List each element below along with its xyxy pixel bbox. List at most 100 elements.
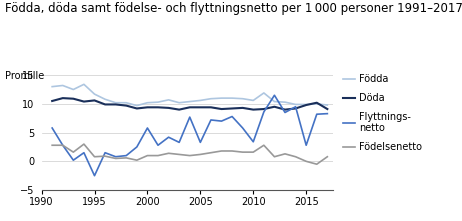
Födelsenetto bbox=[81, 143, 87, 145]
Döda bbox=[102, 103, 108, 106]
Födda bbox=[272, 100, 277, 103]
Flyttnings-
netto bbox=[81, 151, 87, 154]
Flyttnings-
netto bbox=[187, 116, 193, 118]
Födelsenetto bbox=[198, 153, 203, 156]
Döda bbox=[250, 108, 256, 111]
Flyttnings-
netto bbox=[261, 110, 267, 113]
Födda bbox=[229, 97, 235, 99]
Döda bbox=[155, 106, 161, 109]
Döda bbox=[293, 107, 298, 110]
Födelsenetto bbox=[304, 160, 309, 163]
Döda bbox=[176, 108, 182, 111]
Födelsenetto bbox=[71, 151, 76, 153]
Födelsenetto bbox=[219, 150, 224, 152]
Födelsenetto bbox=[102, 155, 108, 158]
Flyttnings-
netto bbox=[49, 127, 55, 129]
Döda bbox=[325, 108, 330, 110]
Döda bbox=[304, 104, 309, 106]
Line: Flyttnings-
netto: Flyttnings- netto bbox=[52, 95, 328, 176]
Födda bbox=[325, 104, 330, 106]
Flyttnings-
netto bbox=[208, 119, 214, 121]
Flyttnings-
netto bbox=[314, 113, 320, 116]
Födelsenetto bbox=[187, 154, 193, 157]
Flyttnings-
netto bbox=[325, 112, 330, 115]
Födda bbox=[166, 99, 171, 101]
Födelsenetto bbox=[145, 154, 150, 157]
Födda bbox=[198, 99, 203, 102]
Födda bbox=[250, 99, 256, 102]
Döda bbox=[92, 99, 97, 102]
Döda bbox=[113, 103, 118, 106]
Födda bbox=[49, 85, 55, 88]
Line: Födda: Födda bbox=[52, 84, 328, 106]
Text: Födda, döda samt födelse- och flyttningsnetto per 1 000 personer 1991–2017: Födda, döda samt födelse- och flyttnings… bbox=[5, 2, 462, 15]
Döda bbox=[208, 106, 214, 109]
Födelsenetto bbox=[208, 151, 214, 154]
Döda bbox=[187, 106, 193, 109]
Döda bbox=[81, 100, 87, 103]
Födda bbox=[145, 101, 150, 104]
Döda bbox=[240, 107, 245, 109]
Döda bbox=[261, 108, 267, 110]
Döda bbox=[166, 107, 171, 109]
Födda bbox=[92, 93, 97, 95]
Födelsenetto bbox=[293, 155, 298, 158]
Döda bbox=[198, 106, 203, 109]
Flyttnings-
netto bbox=[272, 94, 277, 97]
Födda bbox=[187, 100, 193, 103]
Döda bbox=[123, 104, 129, 107]
Födda bbox=[282, 101, 288, 103]
Döda bbox=[229, 107, 235, 110]
Födelsenetto bbox=[134, 159, 140, 162]
Döda bbox=[49, 100, 55, 102]
Födelsenetto bbox=[240, 151, 245, 153]
Födda bbox=[304, 103, 309, 106]
Döda bbox=[219, 108, 224, 110]
Födda bbox=[176, 101, 182, 104]
Flyttnings-
netto bbox=[155, 144, 161, 147]
Döda bbox=[71, 97, 76, 100]
Flyttnings-
netto bbox=[134, 146, 140, 148]
Flyttnings-
netto bbox=[92, 174, 97, 177]
Födelsenetto bbox=[49, 144, 55, 147]
Födda bbox=[113, 101, 118, 104]
Döda bbox=[60, 97, 66, 99]
Döda bbox=[272, 105, 277, 108]
Födda bbox=[81, 83, 87, 86]
Födda bbox=[60, 84, 66, 87]
Födelsenetto bbox=[272, 155, 277, 158]
Födda bbox=[102, 98, 108, 101]
Födelsenetto bbox=[123, 156, 129, 159]
Flyttnings-
netto bbox=[304, 144, 309, 147]
Flyttnings-
netto bbox=[71, 159, 76, 162]
Flyttnings-
netto bbox=[250, 141, 256, 143]
Födelsenetto bbox=[155, 154, 161, 157]
Födelsenetto bbox=[325, 155, 330, 158]
Flyttnings-
netto bbox=[219, 120, 224, 122]
Födelsenetto bbox=[250, 151, 256, 153]
Flyttnings-
netto bbox=[113, 155, 118, 158]
Flyttnings-
netto bbox=[60, 144, 66, 147]
Födelsenetto bbox=[282, 152, 288, 155]
Födda bbox=[293, 103, 298, 106]
Flyttnings-
netto bbox=[282, 111, 288, 114]
Födelsenetto bbox=[176, 153, 182, 156]
Födelsenetto bbox=[60, 144, 66, 147]
Flyttnings-
netto bbox=[229, 115, 235, 118]
Flyttnings-
netto bbox=[145, 127, 150, 129]
Födda bbox=[71, 88, 76, 91]
Line: Födelsenetto: Födelsenetto bbox=[52, 144, 328, 164]
Födelsenetto bbox=[113, 157, 118, 160]
Flyttnings-
netto bbox=[123, 154, 129, 157]
Födda bbox=[134, 104, 140, 107]
Födelsenetto bbox=[92, 155, 97, 158]
Döda bbox=[145, 106, 150, 109]
Födelsenetto bbox=[314, 163, 320, 166]
Flyttnings-
netto bbox=[166, 136, 171, 139]
Födda bbox=[208, 97, 214, 100]
Födelsenetto bbox=[166, 152, 171, 155]
Födda bbox=[219, 97, 224, 99]
Födelsenetto bbox=[261, 144, 267, 147]
Födda bbox=[123, 101, 129, 104]
Döda bbox=[134, 107, 140, 110]
